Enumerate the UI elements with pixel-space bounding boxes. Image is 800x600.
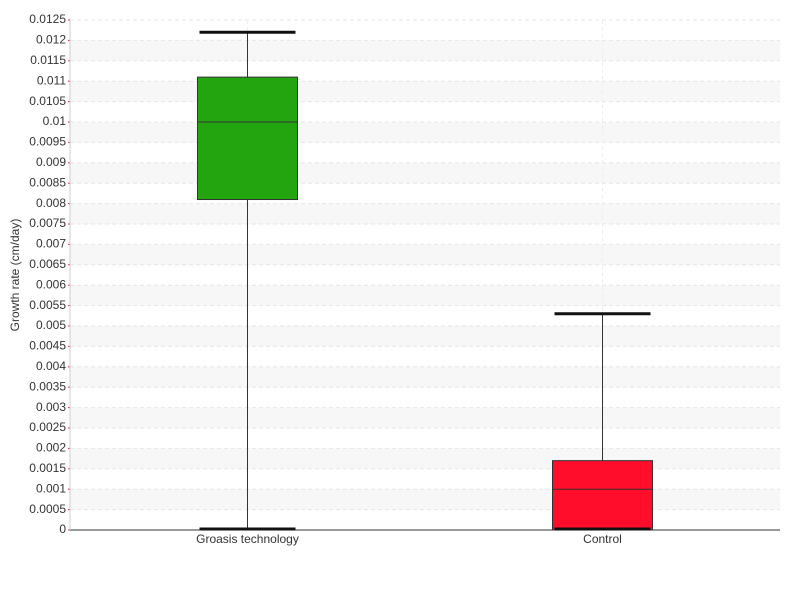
grid-band	[70, 162, 780, 184]
y-tick-label: 0.0105	[29, 94, 66, 108]
y-tick-label: 0.01	[43, 114, 67, 128]
grid-band	[70, 244, 780, 265]
grid-band	[70, 122, 780, 143]
box	[197, 76, 298, 201]
y-tick-label: 0	[59, 522, 66, 536]
y-tick-label: 0.007	[36, 237, 66, 251]
y-tick-label: 0.0025	[29, 420, 66, 434]
x-tick-label: Control	[583, 532, 622, 546]
grid-band	[70, 203, 780, 224]
grid-band	[70, 366, 780, 388]
y-tick-label: 0.0045	[29, 339, 66, 353]
grid-band	[70, 448, 780, 469]
y-tick-label: 0.011	[37, 73, 66, 87]
grid-band	[70, 326, 780, 347]
y-tick-label: 0.003	[36, 400, 66, 414]
x-tick-label: Groasis technology	[196, 532, 299, 546]
y-tick-label: 0.0125	[29, 12, 66, 26]
y-tick-label: 0.0115	[30, 53, 66, 67]
y-tick-label: 0.009	[36, 155, 66, 169]
y-tick-label: 0.0035	[29, 379, 66, 393]
y-tick-label: 0.0095	[29, 135, 66, 149]
grid-band	[70, 285, 780, 306]
y-axis-label: Growth rate (cm/day)	[8, 219, 22, 332]
y-tick-label: 0.005	[36, 318, 66, 332]
grid-band	[70, 489, 780, 510]
y-tick-label: 0.0005	[29, 502, 66, 516]
y-tick-label: 0.006	[36, 277, 66, 291]
y-tick-label: 0.001	[36, 481, 66, 495]
grid-band	[70, 407, 780, 428]
y-tick-label: 0.0075	[29, 216, 66, 230]
y-tick-label: 0.004	[36, 359, 66, 373]
grid-band	[70, 40, 780, 61]
grid-band	[70, 81, 780, 102]
y-tick-label: 0.002	[36, 441, 66, 455]
y-tick-label: 0.008	[36, 196, 66, 210]
y-tick-label: 0.0015	[29, 461, 66, 475]
y-tick-label: 0.0065	[29, 257, 66, 271]
box	[552, 460, 653, 531]
y-tick-label: 0.012	[36, 33, 66, 47]
y-tick-label: 0.0085	[29, 175, 66, 189]
y-tick-label: 0.0055	[29, 298, 66, 312]
